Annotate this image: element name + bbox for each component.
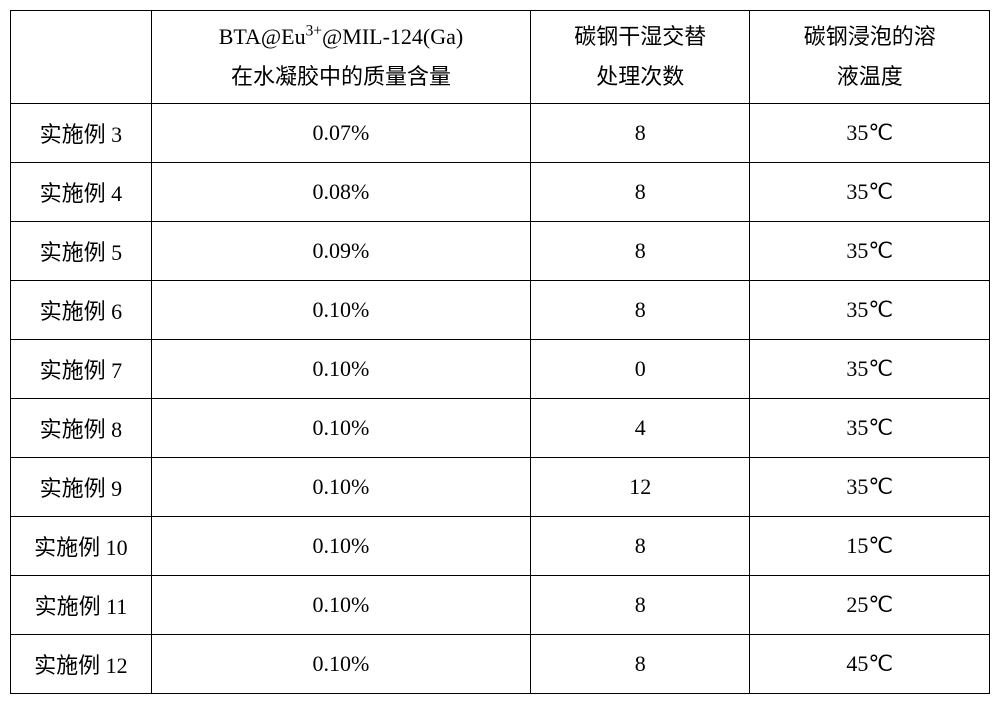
table-row: 实施例 7 0.10% 0 35℃ xyxy=(11,340,990,399)
row-temp: 45℃ xyxy=(750,635,990,694)
row-label: 实施例 12 xyxy=(11,635,152,694)
row-mass: 0.09% xyxy=(151,222,530,281)
row-cycles: 8 xyxy=(531,635,750,694)
row-cycles: 8 xyxy=(531,104,750,163)
row-label: 实施例 8 xyxy=(11,399,152,458)
row-cycles: 8 xyxy=(531,576,750,635)
row-temp: 35℃ xyxy=(750,104,990,163)
header-temp-line1: 碳钢浸泡的溶 xyxy=(804,24,936,49)
row-mass: 0.10% xyxy=(151,635,530,694)
header-temp-line2: 液温度 xyxy=(837,64,903,89)
table-row: 实施例 3 0.07% 8 35℃ xyxy=(11,104,990,163)
row-cycles: 8 xyxy=(531,517,750,576)
table-header-row: BTA@Eu3+@MIL-124(Ga) 在水凝胶中的质量含量 碳钢干湿交替 处… xyxy=(11,11,990,104)
table-row: 实施例 10 0.10% 8 15℃ xyxy=(11,517,990,576)
row-mass: 0.07% xyxy=(151,104,530,163)
row-temp: 35℃ xyxy=(750,399,990,458)
row-temp: 35℃ xyxy=(750,458,990,517)
row-cycles: 4 xyxy=(531,399,750,458)
table-row: 实施例 8 0.10% 4 35℃ xyxy=(11,399,990,458)
row-label: 实施例 7 xyxy=(11,340,152,399)
row-temp: 25℃ xyxy=(750,576,990,635)
row-cycles: 12 xyxy=(531,458,750,517)
header-mass-content-cell: BTA@Eu3+@MIL-124(Ga) 在水凝胶中的质量含量 xyxy=(151,11,530,104)
row-cycles: 8 xyxy=(531,281,750,340)
header-mass-line2: 在水凝胶中的质量含量 xyxy=(231,64,451,89)
row-temp: 35℃ xyxy=(750,222,990,281)
row-mass: 0.10% xyxy=(151,458,530,517)
row-mass: 0.10% xyxy=(151,340,530,399)
table-row: 实施例 6 0.10% 8 35℃ xyxy=(11,281,990,340)
row-temp: 35℃ xyxy=(750,340,990,399)
row-label: 实施例 11 xyxy=(11,576,152,635)
table-row: 实施例 4 0.08% 8 35℃ xyxy=(11,163,990,222)
row-mass: 0.08% xyxy=(151,163,530,222)
table-row: 实施例 5 0.09% 8 35℃ xyxy=(11,222,990,281)
row-label: 实施例 9 xyxy=(11,458,152,517)
row-mass: 0.10% xyxy=(151,576,530,635)
row-mass: 0.10% xyxy=(151,281,530,340)
table-row: 实施例 9 0.10% 12 35℃ xyxy=(11,458,990,517)
row-mass: 0.10% xyxy=(151,517,530,576)
row-temp: 35℃ xyxy=(750,281,990,340)
row-cycles: 8 xyxy=(531,163,750,222)
header-mass-line1b: @MIL-124(Ga) xyxy=(322,24,463,49)
row-label: 实施例 10 xyxy=(11,517,152,576)
row-label: 实施例 4 xyxy=(11,163,152,222)
header-cycles-cell: 碳钢干湿交替 处理次数 xyxy=(531,11,750,104)
row-temp: 15℃ xyxy=(750,517,990,576)
header-cycles-line2: 处理次数 xyxy=(596,64,684,89)
header-label-cell xyxy=(11,11,152,104)
header-mass-line1a: BTA@Eu xyxy=(219,24,306,49)
row-label: 实施例 5 xyxy=(11,222,152,281)
table-row: 实施例 11 0.10% 8 25℃ xyxy=(11,576,990,635)
row-temp: 35℃ xyxy=(750,163,990,222)
row-mass: 0.10% xyxy=(151,399,530,458)
header-cycles-line1: 碳钢干湿交替 xyxy=(574,24,706,49)
row-label: 实施例 6 xyxy=(11,281,152,340)
row-label: 实施例 3 xyxy=(11,104,152,163)
experiment-table: BTA@Eu3+@MIL-124(Ga) 在水凝胶中的质量含量 碳钢干湿交替 处… xyxy=(10,10,990,694)
header-mass-sup: 3+ xyxy=(306,23,322,40)
row-cycles: 8 xyxy=(531,222,750,281)
header-temp-cell: 碳钢浸泡的溶 液温度 xyxy=(750,11,990,104)
table-row: 实施例 12 0.10% 8 45℃ xyxy=(11,635,990,694)
row-cycles: 0 xyxy=(531,340,750,399)
